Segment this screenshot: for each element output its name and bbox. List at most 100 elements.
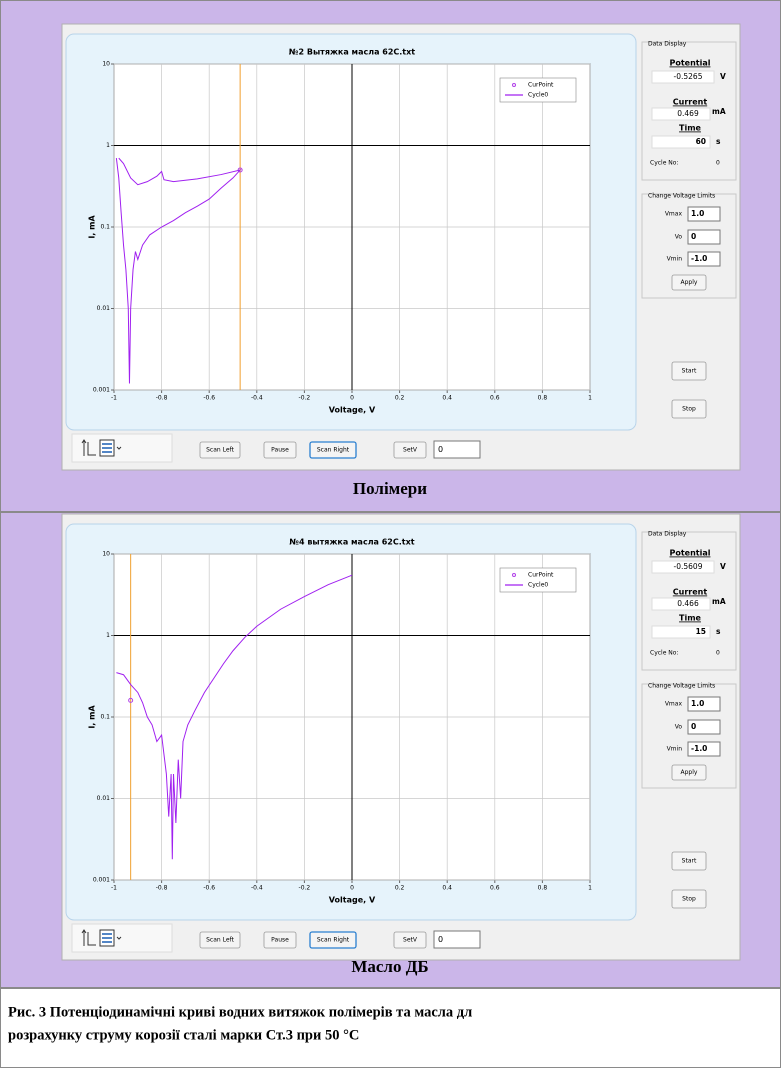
field-value: 0 — [716, 160, 720, 167]
field-label: Current — [673, 588, 708, 597]
stop-button-label: Stop — [682, 896, 696, 903]
y-tick-label: 0.01 — [97, 305, 111, 312]
apply-button-label: Apply — [681, 769, 698, 776]
x-axis-label: Voltage, V — [329, 896, 376, 905]
apply-button-label: Apply — [681, 279, 698, 286]
field-label: Cycle No: — [650, 160, 679, 167]
input-value: -1.0 — [691, 744, 707, 753]
scan-right-button-label: Scan Right — [317, 447, 350, 454]
pause-button-label: Pause — [271, 447, 289, 454]
legend-label: Cycle0 — [528, 92, 548, 99]
field-label: Time — [679, 124, 702, 133]
start-button-label: Start — [682, 368, 697, 375]
y-tick-label: 10 — [102, 61, 110, 68]
app-window: №4 вытяжка масла 62С.txt Voltage, V I, mA -… — [62, 514, 740, 960]
input-value: -1.0 — [691, 254, 707, 263]
x-tick-label: 0.8 — [538, 395, 548, 402]
chart-title: №2 Вытяжка масла 62С.txt — [289, 48, 415, 57]
input-value: 0 — [691, 232, 696, 241]
scan-left-button-label: Scan Left — [206, 937, 234, 944]
field-value: 15 — [696, 627, 706, 636]
x-tick-label: -0.6 — [203, 885, 215, 892]
field-value: -0.5265 — [674, 72, 703, 81]
y-tick-label: 0.01 — [97, 795, 111, 802]
scan-right-button-label: Scan Right — [317, 937, 350, 944]
y-tick-label: 1 — [106, 632, 110, 639]
x-tick-label: -0.2 — [299, 395, 311, 402]
field-unit: s — [716, 627, 721, 636]
field-label: Potential — [669, 549, 710, 558]
field-value: -0.5609 — [674, 562, 703, 571]
x-tick-label: 0 — [350, 885, 354, 892]
field-label: Potential — [669, 59, 710, 68]
setv-button-label: SetV — [403, 447, 418, 454]
field-label: Vmax — [665, 211, 683, 218]
legend-label: Cycle0 — [528, 582, 548, 589]
start-button-label: Start — [682, 858, 697, 865]
field-label: Current — [673, 98, 708, 107]
x-tick-label: 0.2 — [395, 885, 405, 892]
setv-value: 0 — [438, 445, 443, 454]
x-tick-label: -0.8 — [156, 395, 168, 402]
input-value: 1.0 — [691, 209, 704, 218]
x-tick-label: -0.2 — [299, 885, 311, 892]
input-value: 0 — [691, 722, 696, 731]
panel-caption: Масло ДБ — [351, 957, 428, 976]
pause-button-label: Pause — [271, 937, 289, 944]
y-tick-label: 10 — [102, 551, 110, 558]
chart-title: №4 вытяжка масла 62С.txt — [289, 538, 414, 547]
field-label: Cycle No: — [650, 650, 679, 657]
field-value: 0.466 — [677, 599, 699, 608]
field-label: Vo — [675, 724, 683, 731]
y-axis-label: I, mA — [88, 215, 97, 239]
x-tick-label: 0.4 — [442, 395, 452, 402]
group-heading: Data Display — [648, 531, 687, 538]
app-window: №2 Вытяжка масла 62С.txt Voltage, V I, mA -… — [62, 24, 740, 470]
legend-label: CurPoint — [528, 572, 554, 579]
x-tick-label: -0.6 — [203, 395, 215, 402]
field-value: 60 — [696, 137, 706, 146]
x-tick-label: 0.2 — [395, 395, 405, 402]
x-tick-label: -1 — [111, 395, 117, 402]
x-tick-label: 0.6 — [490, 885, 500, 892]
toolbar-strip — [72, 434, 172, 462]
setv-value: 0 — [438, 935, 443, 944]
toolbar-strip — [72, 924, 172, 952]
page: Рис. 3 Потенціодинамічні криві водних ви… — [0, 0, 781, 1068]
field-value: 0.469 — [677, 109, 699, 118]
x-tick-label: 0.6 — [490, 395, 500, 402]
x-tick-label: 0 — [350, 395, 354, 402]
group-heading: Change Voltage Limits — [648, 193, 715, 200]
field-unit: V — [720, 72, 726, 81]
legend-label: CurPoint — [528, 82, 554, 89]
field-unit: V — [720, 562, 726, 571]
x-tick-label: -0.4 — [251, 395, 263, 402]
scan-left-button-label: Scan Left — [206, 447, 234, 454]
y-axis-label: I, mA — [88, 705, 97, 729]
y-tick-label: 0.1 — [100, 714, 110, 721]
y-tick-label: 1 — [106, 142, 110, 149]
field-label: Time — [679, 614, 702, 623]
stop-button-label: Stop — [682, 406, 696, 413]
figure-caption: Рис. 3 Потенціодинамічні криві водних ви… — [8, 1004, 472, 1020]
field-value: 0 — [716, 650, 720, 657]
group-heading: Data Display — [648, 41, 687, 48]
field-unit: mA — [712, 597, 726, 606]
input-value: 1.0 — [691, 699, 704, 708]
x-axis-label: Voltage, V — [329, 406, 376, 415]
x-tick-label: -0.4 — [251, 885, 263, 892]
y-tick-label: 0.001 — [93, 387, 110, 394]
y-tick-label: 0.001 — [93, 877, 110, 884]
setv-button-label: SetV — [403, 937, 418, 944]
panel-caption: Полімери — [353, 479, 427, 498]
field-unit: mA — [712, 107, 726, 116]
x-tick-label: 0.8 — [538, 885, 548, 892]
y-tick-label: 0.1 — [100, 224, 110, 231]
field-label: Vmin — [667, 256, 683, 263]
figure-caption: розрахунку струму корозії сталі марки Ст… — [8, 1027, 359, 1043]
x-tick-label: 0.4 — [442, 885, 452, 892]
field-label: Vmax — [665, 701, 683, 708]
x-tick-label: 1 — [588, 395, 592, 402]
field-unit: s — [716, 137, 721, 146]
x-tick-label: -0.8 — [156, 885, 168, 892]
